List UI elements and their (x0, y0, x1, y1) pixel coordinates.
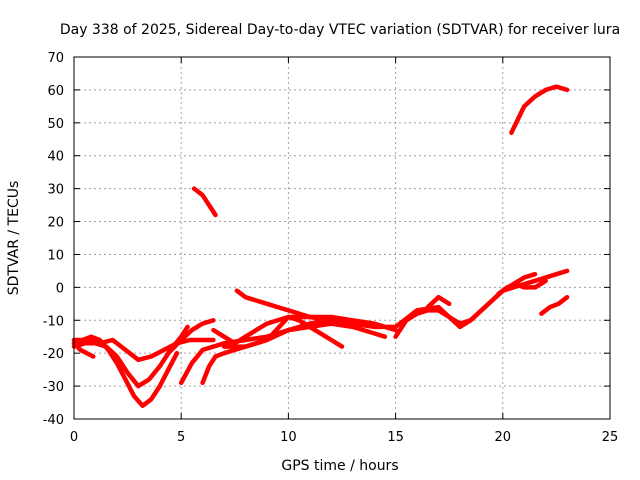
y-tick-label: 30 (47, 183, 64, 198)
series-trace-3 (71, 334, 180, 409)
y-tick-label: 10 (47, 248, 64, 263)
series-trace-7 (191, 186, 218, 218)
series-trace-2 (71, 337, 216, 363)
series-trace-13 (425, 294, 452, 310)
x-tick-label: 25 (602, 430, 619, 445)
grid (74, 57, 610, 419)
series-trace-6 (200, 321, 388, 386)
chart-title: Day 338 of 2025, Sidereal Day-to-day VTE… (60, 22, 620, 38)
series-trace-10 (234, 288, 398, 333)
y-tick-label: 20 (47, 216, 64, 231)
x-tick-label: 0 (70, 430, 78, 445)
y-tick-label: -20 (43, 347, 64, 362)
series-trace-15 (509, 84, 570, 135)
y-tick-label: 0 (56, 281, 64, 296)
axis-ticks (73, 56, 611, 420)
x-tick-label: 10 (280, 430, 297, 445)
y-tick-label: 40 (47, 150, 64, 165)
plot-frame (73, 56, 611, 420)
series-layer (71, 84, 570, 409)
y-tick-label: 60 (47, 84, 64, 99)
y-tick-label: -10 (43, 314, 64, 329)
series-trace-11 (221, 268, 570, 349)
y-axis-label: SDTVAR / TECUs (6, 181, 22, 296)
series-trace-9 (211, 314, 345, 349)
series-trace-14 (496, 278, 548, 297)
y-tick-label: 50 (47, 117, 64, 132)
x-tick-label: 15 (387, 430, 404, 445)
y-tick-label: 70 (47, 51, 64, 66)
series-trace-16 (539, 294, 570, 316)
series-trace-4 (71, 341, 96, 359)
tick-labels: 0 5 10 15 20 25 -40 -30 -20 -10 0 10 20 30 40 50 60 70 (43, 51, 619, 445)
series-trace-8 (166, 318, 216, 356)
x-axis-label: GPS time / hours (281, 458, 398, 474)
x-tick-label: 5 (177, 430, 185, 445)
y-tick-label: -30 (43, 380, 64, 395)
x-tick-label: 20 (495, 430, 512, 445)
y-tick-label: -40 (43, 413, 64, 428)
